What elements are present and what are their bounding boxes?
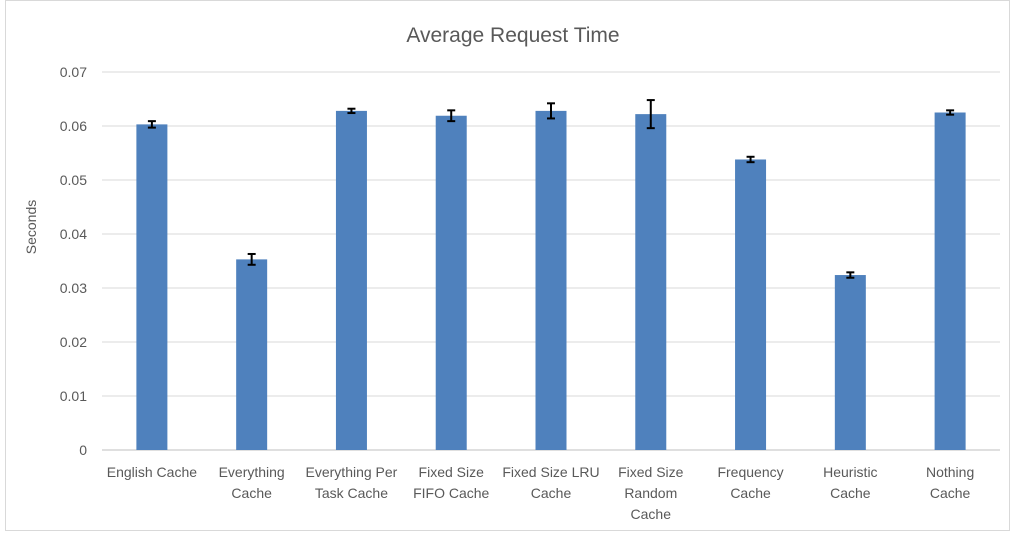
bar — [735, 159, 767, 451]
error-bar — [646, 99, 655, 130]
bar — [535, 110, 567, 450]
bars — [136, 110, 966, 451]
error-bar — [846, 271, 855, 279]
y-tick-label: 0.02 — [60, 334, 87, 350]
bar — [136, 124, 168, 450]
error-bar — [147, 120, 156, 129]
error-bar — [746, 155, 755, 164]
x-tick-label: Frequency Cache — [717, 464, 783, 501]
error-bar — [447, 109, 456, 123]
y-tick-label: 0.05 — [60, 172, 87, 188]
bar — [335, 110, 367, 450]
x-tick-label: Fixed Size Random Cache — [618, 464, 684, 522]
error-bar — [946, 109, 955, 116]
bar — [435, 115, 467, 451]
x-tick-label: Everything Per Task Cache — [306, 464, 398, 501]
x-tick-label: English Cache — [107, 464, 197, 480]
x-tick-label: Fixed Size LRU Cache — [502, 464, 599, 501]
x-tick-label: Everything Cache — [219, 464, 285, 501]
error-bars — [147, 99, 955, 279]
error-bar — [347, 107, 356, 115]
error-bar — [247, 252, 256, 266]
bar — [934, 112, 966, 450]
bar — [236, 259, 268, 450]
x-tick-labels: English Cache Everything Cache Everything P… — [107, 464, 974, 522]
x-tick-label: Nothing Cache — [926, 464, 974, 501]
y-tick-label: 0.06 — [60, 118, 87, 134]
y-tick-label: 0.04 — [60, 226, 87, 242]
x-tick-label: Heuristic Cache — [823, 464, 877, 501]
chart-title: Average Request Time — [406, 24, 619, 47]
x-tick-label: Fixed Size FIFO Cache — [413, 464, 489, 501]
y-tick-label: 0.01 — [60, 388, 87, 404]
y-tick-label: 0.07 — [60, 64, 87, 80]
bar — [834, 275, 866, 450]
bar — [635, 114, 667, 451]
error-bar — [547, 102, 555, 120]
y-axis-label: Seconds — [23, 200, 39, 254]
y-tick-label: 0 — [79, 442, 87, 458]
y-tick-label: 0.03 — [60, 280, 87, 296]
y-tick-labels: 0 0.01 0.02 0.03 0.04 0.05 0.06 0.07 — [60, 64, 87, 458]
